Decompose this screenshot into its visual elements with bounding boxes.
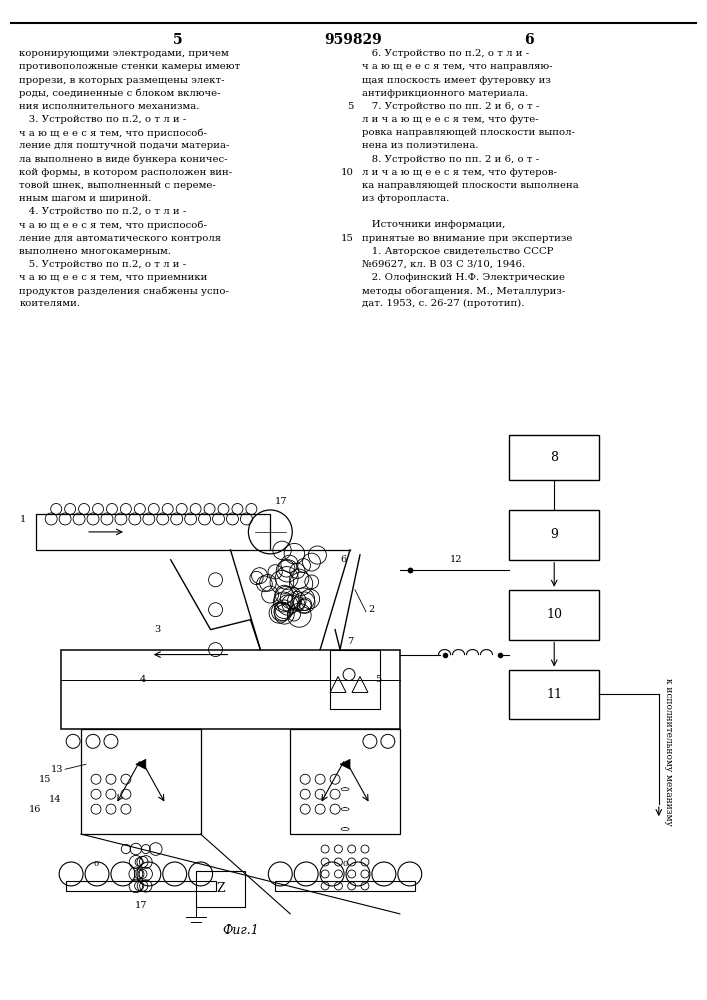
Text: 2: 2: [368, 605, 374, 614]
Text: 16: 16: [29, 805, 41, 814]
Text: товой шнек, выполненный с переме-: товой шнек, выполненный с переме-: [19, 181, 216, 190]
Text: антифрикционного материала.: антифрикционного материала.: [362, 89, 528, 98]
Text: ч а ю щ е е с я тем, что направляю-: ч а ю щ е е с я тем, что направляю-: [362, 62, 552, 71]
Text: л и ч а ю щ е е с я тем, что футеров-: л и ч а ю щ е е с я тем, что футеров-: [362, 168, 557, 177]
Text: 2. Олофинский Н.Ф. Электрические: 2. Олофинский Н.Ф. Электрические: [362, 273, 565, 282]
Text: нным шагом и шириной.: нным шагом и шириной.: [19, 194, 152, 203]
Polygon shape: [136, 759, 146, 769]
Text: ч а ю щ е е с я тем, что приспособ-: ч а ю щ е е с я тем, что приспособ-: [19, 128, 207, 138]
Text: 3. Устройство по п.2, о т л и -: 3. Устройство по п.2, о т л и -: [19, 115, 187, 124]
Bar: [509, 670, 599, 719]
Polygon shape: [340, 759, 350, 769]
Text: 6: 6: [340, 555, 346, 564]
Text: коронирующими электродами, причем: коронирующими электродами, причем: [19, 49, 229, 58]
Text: Z: Z: [216, 882, 225, 895]
Bar: [81, 729, 201, 834]
Text: 17: 17: [275, 497, 288, 506]
Text: прорези, в которых размещены элект-: прорези, в которых размещены элект-: [19, 76, 225, 85]
Text: 13: 13: [51, 765, 63, 774]
Text: ла выполнено в виде бункера коничес-: ла выполнено в виде бункера коничес-: [19, 155, 228, 164]
Text: Источники информации,: Источники информации,: [362, 220, 506, 229]
Text: 1. Авторское свидетельство СССР: 1. Авторское свидетельство СССР: [362, 247, 554, 256]
Text: 12: 12: [450, 555, 462, 564]
Text: 10: 10: [341, 168, 354, 177]
Text: выполнено многокамерным.: выполнено многокамерным.: [19, 247, 171, 256]
Bar: [509, 435, 599, 480]
Bar: [509, 590, 599, 640]
Text: 5: 5: [375, 675, 381, 684]
Text: продуктов разделения снабжены успо-: продуктов разделения снабжены успо-: [19, 286, 229, 296]
Text: 959829: 959829: [324, 33, 382, 47]
Text: 6: 6: [525, 33, 534, 47]
Text: ровка направляющей плоскости выпол-: ровка направляющей плоскости выпол-: [362, 128, 575, 137]
Text: 8: 8: [550, 451, 559, 464]
Text: 11: 11: [547, 688, 562, 701]
Text: принятые во внимание при экспертизе: принятые во внимание при экспертизе: [362, 234, 573, 243]
Text: 9: 9: [550, 528, 558, 541]
Text: 0: 0: [93, 860, 99, 868]
Text: 5: 5: [173, 33, 182, 47]
Text: 14: 14: [49, 795, 61, 804]
Text: 6. Устройство по п.2, о т л и -: 6. Устройство по п.2, о т л и -: [362, 49, 529, 58]
Text: 7. Устройство по пп. 2 и 6, о т -: 7. Устройство по пп. 2 и 6, о т -: [362, 102, 539, 111]
Bar: [275, 881, 415, 891]
Bar: [61, 650, 400, 729]
Text: 8. Устройство по пп. 2 и 6, о т -: 8. Устройство по пп. 2 и 6, о т -: [362, 155, 539, 164]
Text: 10: 10: [547, 608, 562, 621]
Text: 4: 4: [139, 675, 146, 684]
Bar: [196, 871, 245, 907]
Text: ление для автоматического контроля: ление для автоматического контроля: [19, 234, 221, 243]
Text: нена из полиэтилена.: нена из полиэтилена.: [362, 141, 479, 150]
Text: 0: 0: [342, 860, 348, 868]
Text: дат. 1953, с. 26-27 (прототип).: дат. 1953, с. 26-27 (прототип).: [362, 299, 525, 308]
Text: кой формы, в котором расположен вин-: кой формы, в котором расположен вин-: [19, 168, 233, 177]
Text: ния исполнительного механизма.: ния исполнительного механизма.: [19, 102, 200, 111]
Text: 15: 15: [341, 234, 354, 243]
Bar: [66, 881, 216, 891]
Bar: [330, 650, 380, 709]
Text: 7: 7: [347, 637, 353, 646]
Text: ч а ю щ е е с я тем, что приспособ-: ч а ю щ е е с я тем, что приспособ-: [19, 220, 207, 230]
Text: 17: 17: [134, 901, 147, 910]
Text: Фиг.1: Фиг.1: [222, 924, 259, 937]
Text: 3: 3: [155, 625, 160, 634]
Text: щая плоскость имеет футеровку из: щая плоскость имеет футеровку из: [362, 76, 551, 85]
Bar: [291, 729, 400, 834]
Text: методы обогащения. М., Металлуриз-: методы обогащения. М., Металлуриз-: [362, 286, 565, 296]
Text: 5. Устройство по п.2, о т л и -: 5. Устройство по п.2, о т л и -: [19, 260, 187, 269]
Text: роды, соединенные с блоком включе-: роды, соединенные с блоком включе-: [19, 89, 221, 98]
Bar: [509, 510, 599, 560]
Text: коителями.: коителями.: [19, 299, 81, 308]
Text: №69627, кл. В 03 С 3/10, 1946.: №69627, кл. В 03 С 3/10, 1946.: [362, 260, 525, 269]
Text: 15: 15: [39, 775, 51, 784]
Text: 4. Устройство по п.2, о т л и -: 4. Устройство по п.2, о т л и -: [19, 207, 187, 216]
Text: 5: 5: [348, 102, 354, 111]
Text: л и ч а ю щ е е с я тем, что футе-: л и ч а ю щ е е с я тем, что футе-: [362, 115, 539, 124]
Text: 1: 1: [20, 515, 26, 524]
Text: из фторопласта.: из фторопласта.: [362, 194, 450, 203]
Bar: [36, 514, 270, 550]
Text: ление для поштучной подачи материа-: ление для поштучной подачи материа-: [19, 141, 230, 150]
Text: ч а ю щ е е с я тем, что приемники: ч а ю щ е е с я тем, что приемники: [19, 273, 208, 282]
Text: ка направляющей плоскости выполнена: ка направляющей плоскости выполнена: [362, 181, 579, 190]
Text: противоположные стенки камеры имеют: противоположные стенки камеры имеют: [19, 62, 240, 71]
Text: к исполнительному механизму: к исполнительному механизму: [665, 678, 673, 826]
